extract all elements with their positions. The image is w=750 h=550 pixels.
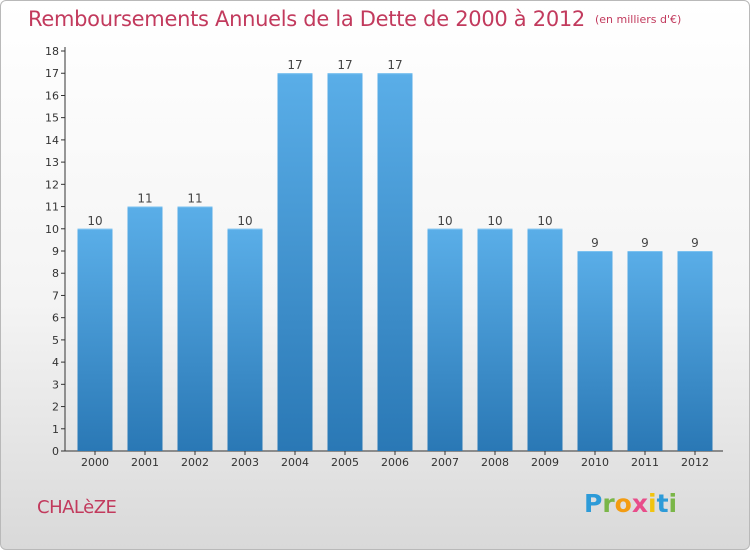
x-tick-label: 2008 <box>481 456 509 469</box>
bar-2006 <box>377 73 413 451</box>
logo-letter: i <box>668 489 678 518</box>
bar-2008 <box>477 228 513 451</box>
bar-2010 <box>577 251 613 451</box>
bar-2012 <box>677 251 713 451</box>
y-tick-label: 0 <box>52 445 59 458</box>
bar-2000 <box>77 228 113 451</box>
y-tick-label: 1 <box>52 423 59 436</box>
x-tick-label: 2006 <box>381 456 409 469</box>
bar-value-label: 10 <box>87 214 102 228</box>
bar-value-label: 10 <box>437 214 452 228</box>
commune-name: CHALèZE <box>37 497 117 518</box>
bar-2011 <box>627 251 663 451</box>
x-tick-label: 2012 <box>681 456 709 469</box>
bar-value-label: 17 <box>337 58 352 72</box>
y-tick-label: 18 <box>45 45 59 58</box>
y-tick-label: 5 <box>52 334 59 347</box>
logo-letter: P <box>584 489 603 518</box>
bar-2003 <box>227 228 263 451</box>
bar-2009 <box>527 228 563 451</box>
bar-value-label: 17 <box>287 58 302 72</box>
y-tick-label: 10 <box>45 223 59 236</box>
logo-letter: x <box>631 489 648 518</box>
y-tick-label: 17 <box>45 67 59 80</box>
logo-letter: r <box>602 489 615 518</box>
y-tick-label: 15 <box>45 112 59 125</box>
bar-value-label: 10 <box>237 214 252 228</box>
title-row: Remboursements Annuels de la Dette de 20… <box>28 7 681 31</box>
y-tick-label: 12 <box>45 178 59 191</box>
logo-letter: i <box>648 489 657 518</box>
bar-2002 <box>177 206 213 451</box>
bar-value-label: 9 <box>691 236 699 250</box>
x-tick-label: 2005 <box>331 456 359 469</box>
x-tick-label: 2009 <box>531 456 559 469</box>
y-tick-label: 8 <box>52 267 59 280</box>
y-tick-label: 14 <box>45 134 59 147</box>
y-tick-label: 4 <box>52 356 59 369</box>
y-tick-label: 16 <box>45 89 59 102</box>
bar-2007 <box>427 228 463 451</box>
bar-value-label: 10 <box>487 214 502 228</box>
y-tick-label: 7 <box>52 289 59 302</box>
bar-2004 <box>277 73 313 451</box>
y-tick-label: 3 <box>52 378 59 391</box>
y-tick-label: 11 <box>45 201 59 214</box>
y-tick-label: 9 <box>52 245 59 258</box>
x-tick-label: 2000 <box>81 456 109 469</box>
y-tick-label: 6 <box>52 312 59 325</box>
bar-value-label: 10 <box>537 214 552 228</box>
x-tick-label: 2010 <box>581 456 609 469</box>
bar-value-label: 9 <box>641 236 649 250</box>
logo-letter: t <box>656 489 669 518</box>
logo-letter: o <box>614 489 632 518</box>
x-tick-label: 2002 <box>181 456 209 469</box>
bar-value-label: 11 <box>137 192 152 206</box>
chart-title: Remboursements Annuels de la Dette de 20… <box>28 7 585 31</box>
bar-value-label: 9 <box>591 236 599 250</box>
bar-2001 <box>127 206 163 451</box>
bar-value-label: 11 <box>187 192 202 206</box>
x-tick-label: 2003 <box>231 456 259 469</box>
proxiti-logo: Proxiti <box>584 489 677 518</box>
x-tick-label: 2001 <box>131 456 159 469</box>
chart-unit: (en milliers d'€) <box>595 13 682 26</box>
bar-value-label: 17 <box>387 58 402 72</box>
x-tick-label: 2004 <box>281 456 309 469</box>
x-tick-label: 2011 <box>631 456 659 469</box>
y-tick-label: 13 <box>45 156 59 169</box>
x-tick-label: 2007 <box>431 456 459 469</box>
y-tick-label: 2 <box>52 401 59 414</box>
bar-2005 <box>327 73 363 451</box>
